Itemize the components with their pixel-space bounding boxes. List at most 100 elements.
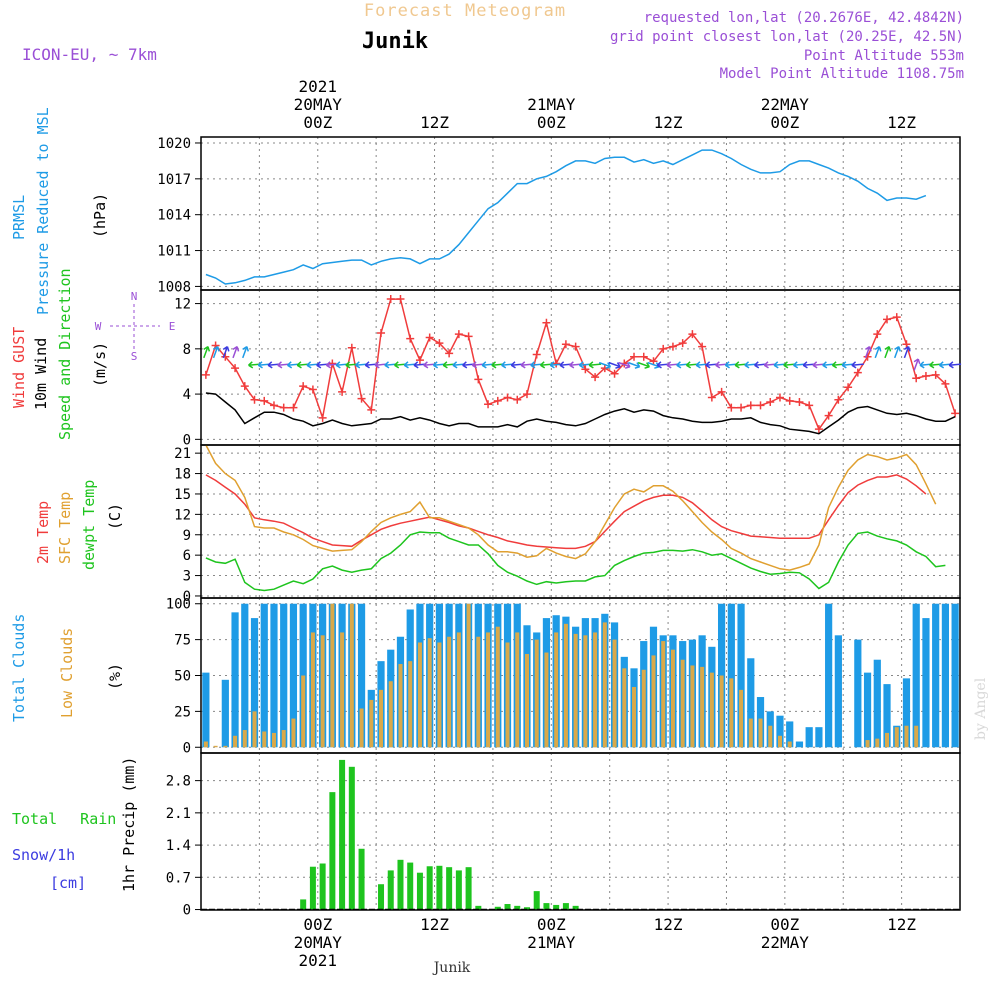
chart-title: Forecast Meteogram — [364, 1, 566, 21]
gust-marker — [465, 332, 473, 340]
y-tick-label: 1014 — [157, 208, 191, 224]
precip-labels: Total Rain Snow/1h [cm] 1hr Precip (mm) — [12, 757, 138, 892]
bar-clouds-1 — [904, 726, 908, 748]
bottom-time-label: 12Z — [887, 915, 916, 934]
bottom-time-label: 2021 — [299, 951, 338, 970]
top-time-label: 00Z — [303, 113, 332, 132]
cloud-labels: Total Clouds Low Clouds (%) — [10, 614, 124, 722]
bar-clouds-1 — [914, 726, 918, 748]
bar-clouds-0 — [835, 635, 842, 747]
bar-precip-0 — [427, 866, 433, 909]
bar-clouds-1 — [749, 719, 753, 748]
bar-clouds-1 — [291, 719, 295, 748]
cloud-label-total: Total Clouds — [10, 614, 28, 722]
bottom-time-axis: 00Z20MAY202112Z 00Z21MAY12Z 00Z22MAY12Z — [294, 915, 917, 970]
wind-label-10m: 10m Wind — [32, 338, 50, 410]
bar-clouds-1 — [681, 660, 685, 748]
wind-label-gust: Wind GUST — [10, 327, 28, 408]
gust-marker — [776, 393, 784, 401]
top-time-label: 12Z — [654, 113, 683, 132]
bar-clouds-0 — [280, 604, 287, 748]
pressure-label-unit: (hPa) — [91, 193, 109, 238]
bottom-time-label: 00Z — [770, 915, 799, 934]
bar-clouds-0 — [952, 604, 959, 748]
bar-precip-0 — [349, 767, 355, 910]
y-tick-label: 100 — [166, 597, 191, 613]
gust-marker — [893, 313, 901, 321]
panel-precip: 00.71.42.12.8 — [166, 753, 960, 919]
line-pressure-0 — [206, 150, 926, 284]
gust-marker — [805, 401, 813, 409]
bar-clouds-1 — [447, 637, 451, 748]
pressure-label-prmsl: PRMSL — [10, 195, 28, 240]
bar-clouds-1 — [360, 709, 364, 748]
y-tick-label: 4 — [183, 387, 191, 403]
gust-marker — [387, 295, 395, 303]
bar-clouds-0 — [815, 727, 822, 747]
bar-clouds-1 — [642, 670, 646, 748]
bar-clouds-1 — [515, 632, 519, 747]
bar-clouds-1 — [788, 742, 792, 748]
bar-clouds-1 — [223, 746, 227, 747]
bar-clouds-0 — [864, 673, 871, 748]
top-time-label: 22MAY — [761, 95, 810, 114]
panel-wind: 04812 — [174, 290, 960, 448]
bar-clouds-1 — [243, 730, 247, 747]
gust-marker — [348, 344, 356, 352]
bar-clouds-1 — [671, 650, 675, 748]
bar-clouds-1 — [262, 731, 266, 747]
bar-clouds-1 — [486, 632, 490, 747]
line-temperature-0 — [206, 475, 926, 549]
wind-label-speed-dir: Speed and Direction — [56, 268, 74, 440]
bar-clouds-1 — [778, 736, 782, 747]
requested-coords: requested lon,lat (20.2676E, 42.4842N) — [644, 10, 964, 26]
footer-location: Junik — [432, 960, 471, 976]
panel-frame — [201, 445, 960, 598]
temperature-labels: 2m Temp SFC Temp dewpt Temp (C) — [34, 480, 124, 570]
bar-precip-0 — [397, 860, 403, 910]
bar-precip-0 — [534, 891, 540, 909]
bar-precip-0 — [417, 873, 423, 910]
bar-clouds-1 — [350, 604, 354, 748]
top-time-label: 00Z — [537, 113, 566, 132]
y-tick-label: 1.4 — [166, 838, 191, 854]
bar-clouds-1 — [729, 678, 733, 747]
wind-arrow — [240, 346, 250, 359]
bar-precip-0 — [329, 792, 335, 909]
bar-clouds-0 — [932, 604, 939, 748]
bar-clouds-0 — [806, 727, 813, 747]
gust-marker — [737, 404, 745, 412]
bar-clouds-1 — [418, 642, 422, 747]
bar-clouds-1 — [457, 632, 461, 747]
gust-marker — [494, 397, 502, 405]
bar-precip-0 — [407, 863, 413, 910]
gust-marker — [912, 374, 920, 382]
gust-marker — [396, 295, 404, 303]
chart-panels: 1008101110141017102004812036912151821025… — [157, 136, 961, 919]
gust-marker — [922, 372, 930, 380]
gust-marker — [542, 319, 550, 327]
wind-arrow — [230, 346, 240, 359]
bar-precip-0 — [466, 867, 472, 909]
bottom-time-label: 12Z — [654, 915, 683, 934]
bottom-time-label: 20MAY — [294, 933, 343, 952]
bar-precip-0 — [388, 870, 394, 909]
bar-precip-0 — [300, 899, 306, 909]
bar-clouds-1 — [690, 665, 694, 747]
gust-marker — [309, 386, 317, 394]
bar-clouds-1 — [535, 640, 539, 748]
bar-clouds-1 — [895, 727, 899, 747]
bottom-time-label: 22MAY — [761, 933, 810, 952]
y-tick-label: 15 — [174, 487, 191, 503]
bar-clouds-1 — [321, 635, 325, 747]
bar-clouds-1 — [593, 632, 597, 747]
precip-label-cm: [cm] — [50, 874, 86, 892]
gust-marker — [338, 388, 346, 396]
temp-label-unit: (C) — [106, 503, 124, 530]
temp-label-dewpt: dewpt Temp — [80, 480, 98, 570]
wind-arrow — [852, 361, 864, 368]
gust-marker — [533, 350, 541, 358]
precip-label-snow: Snow/1h — [12, 846, 75, 864]
bar-clouds-1 — [739, 690, 743, 747]
top-time-label: 21MAY — [527, 95, 576, 114]
